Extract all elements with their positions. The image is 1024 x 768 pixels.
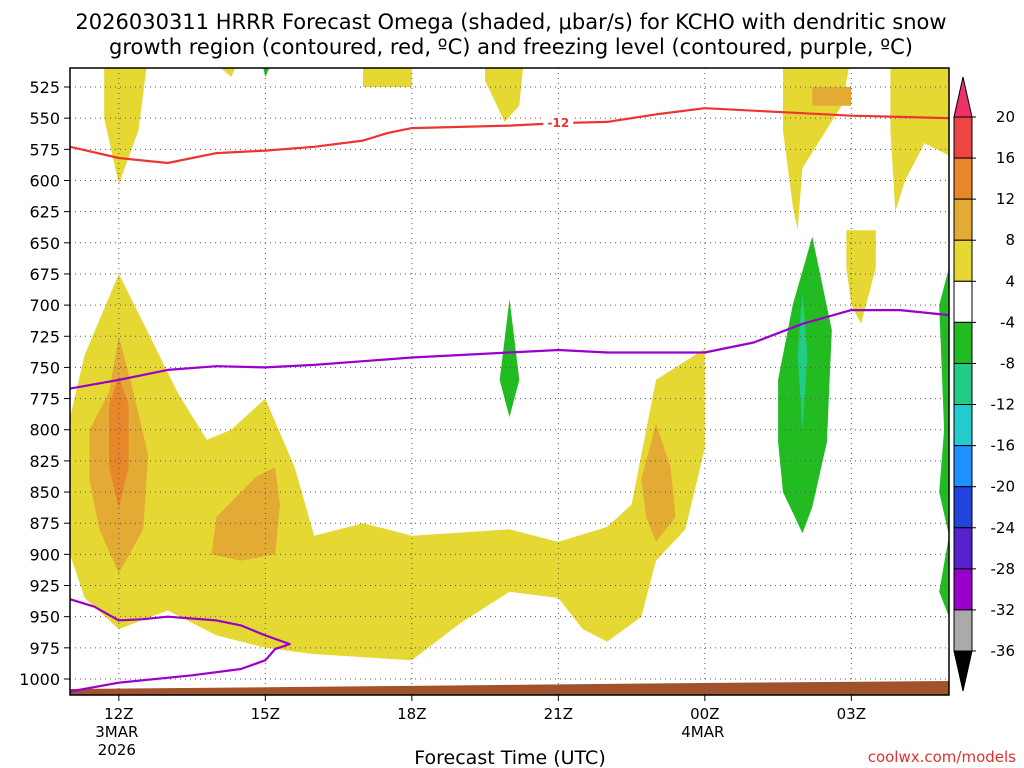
omega-region-2 bbox=[363, 68, 412, 87]
xtick-date-00Z: 4MAR bbox=[681, 723, 724, 741]
omega-region-3 bbox=[485, 68, 524, 122]
colorbar-label-10: -24 bbox=[991, 519, 1016, 537]
omega-region-5 bbox=[890, 68, 949, 212]
x-axis-label: Forecast Time (UTC) bbox=[414, 747, 605, 768]
ytick-label-925: 925 bbox=[29, 577, 60, 596]
pressure-gridlines bbox=[64, 68, 949, 701]
ytick-label-550: 550 bbox=[29, 109, 60, 128]
freezing-level-line-1 bbox=[70, 598, 291, 693]
ytick-label-700: 700 bbox=[29, 296, 60, 315]
xtick-label-18Z: 18Z bbox=[397, 705, 426, 723]
colorbar-segment-1 bbox=[953, 157, 973, 200]
omega-region-6 bbox=[846, 230, 876, 324]
colorbar-segment-6 bbox=[953, 362, 973, 406]
omega-region-14 bbox=[499, 298, 520, 418]
xtick-label-03Z: 03Z bbox=[837, 705, 866, 723]
colorbar-label-11: -28 bbox=[991, 560, 1016, 578]
ytick-label-875: 875 bbox=[29, 514, 60, 533]
chart-title-line2: growth region (contoured, red, ºC) and f… bbox=[109, 35, 913, 59]
omega-region-11 bbox=[812, 87, 852, 106]
xtick-label-12Z: 12Z bbox=[104, 705, 133, 723]
colorbar-segment-10 bbox=[953, 527, 973, 570]
credit-text: coolwx.com/models bbox=[868, 748, 1016, 766]
colorbar-label-2: 12 bbox=[996, 190, 1015, 208]
colorbar-label-7: -12 bbox=[991, 396, 1016, 414]
omega-region-13 bbox=[263, 68, 270, 77]
omega-region-16 bbox=[939, 267, 949, 617]
contour-lines: -12 bbox=[70, 107, 949, 693]
ytick-label-725: 725 bbox=[29, 327, 60, 346]
omega-region-1 bbox=[220, 68, 236, 77]
omega-region-17 bbox=[797, 292, 808, 430]
colorbar-segment-4 bbox=[953, 280, 973, 323]
colorbar-label-4: 4 bbox=[1005, 272, 1015, 290]
colorbar-segment-9 bbox=[953, 486, 973, 529]
ytick-label-525: 525 bbox=[29, 78, 60, 97]
ytick-label-600: 600 bbox=[29, 171, 60, 190]
colorbar-segment-3 bbox=[953, 239, 973, 282]
plot-frame bbox=[69, 67, 950, 696]
colorbar-segment-0 bbox=[953, 116, 973, 159]
colorbar-segment-7 bbox=[953, 404, 973, 447]
ytick-label-675: 675 bbox=[29, 265, 60, 284]
ytick-label-575: 575 bbox=[29, 140, 60, 159]
omega-region-12 bbox=[109, 376, 129, 509]
colorbar-label-1: 16 bbox=[996, 149, 1015, 167]
ytick-label-850: 850 bbox=[29, 483, 60, 502]
ytick-label-750: 750 bbox=[29, 358, 60, 377]
colorbar-bottom-arrow bbox=[953, 650, 973, 692]
ytick-label-625: 625 bbox=[29, 203, 60, 222]
ytick-label-1000: 1000 bbox=[19, 670, 60, 689]
xtick-label-21Z: 21Z bbox=[544, 705, 573, 723]
colorbar-segment-2 bbox=[953, 198, 973, 241]
chart-title-line1: 2026030311 HRRR Forecast Omega (shaded, … bbox=[75, 10, 946, 34]
colorbar-label-12: -32 bbox=[991, 601, 1016, 619]
ground-strip bbox=[70, 681, 949, 695]
omega-region-4 bbox=[783, 68, 849, 231]
colorbar-label-13: -36 bbox=[991, 642, 1016, 660]
omega-region-0 bbox=[104, 68, 147, 185]
omega-region-9 bbox=[211, 467, 280, 561]
colorbar-segment-12 bbox=[953, 609, 973, 652]
dgz-contour-label: -12 bbox=[547, 116, 569, 130]
dgz-contour-line bbox=[70, 107, 949, 165]
colorbar-segment-11 bbox=[953, 568, 973, 611]
colorbar-top-arrow bbox=[953, 76, 973, 118]
ytick-label-950: 950 bbox=[29, 608, 60, 627]
colorbar-segment-8 bbox=[953, 445, 973, 488]
colorbar-label-0: 20 bbox=[996, 108, 1015, 126]
dgz-contour-label-bg bbox=[543, 115, 574, 130]
colorbar-label-6: -8 bbox=[1000, 354, 1015, 372]
ground-terrain bbox=[70, 681, 949, 695]
ytick-label-900: 900 bbox=[29, 545, 60, 564]
ytick-label-975: 975 bbox=[29, 639, 60, 658]
ytick-label-825: 825 bbox=[29, 452, 60, 471]
y-tick-labels: 525 550 575 600 625 650 675 700 725 750 775 800 825 8… bbox=[19, 78, 60, 689]
omega-shading bbox=[70, 68, 949, 661]
omega-region-7 bbox=[70, 273, 705, 661]
colorbar-label-3: 8 bbox=[1005, 231, 1015, 249]
colorbar: 20 16 12 8 4 -4 -8 -12 -16 -20 -24 -28 -32 -36 bbox=[953, 76, 1016, 692]
xtick-label-15Z: 15Z bbox=[251, 705, 280, 723]
colorbar-label-9: -20 bbox=[991, 478, 1016, 496]
xtick-label-00Z: 00Z bbox=[690, 705, 719, 723]
freezing-level-line-0 bbox=[70, 309, 949, 390]
ytick-label-800: 800 bbox=[29, 421, 60, 440]
omega-region-10 bbox=[641, 423, 676, 542]
ytick-label-650: 650 bbox=[29, 234, 60, 253]
colorbar-label-8: -16 bbox=[991, 437, 1016, 455]
ytick-label-775: 775 bbox=[29, 390, 60, 409]
colorbar-segment-5 bbox=[953, 321, 973, 364]
colorbar-label-5: -4 bbox=[1000, 313, 1015, 331]
xtick-year-12Z: 2026 bbox=[98, 741, 136, 759]
xtick-date-12Z: 3MAR bbox=[95, 723, 138, 741]
